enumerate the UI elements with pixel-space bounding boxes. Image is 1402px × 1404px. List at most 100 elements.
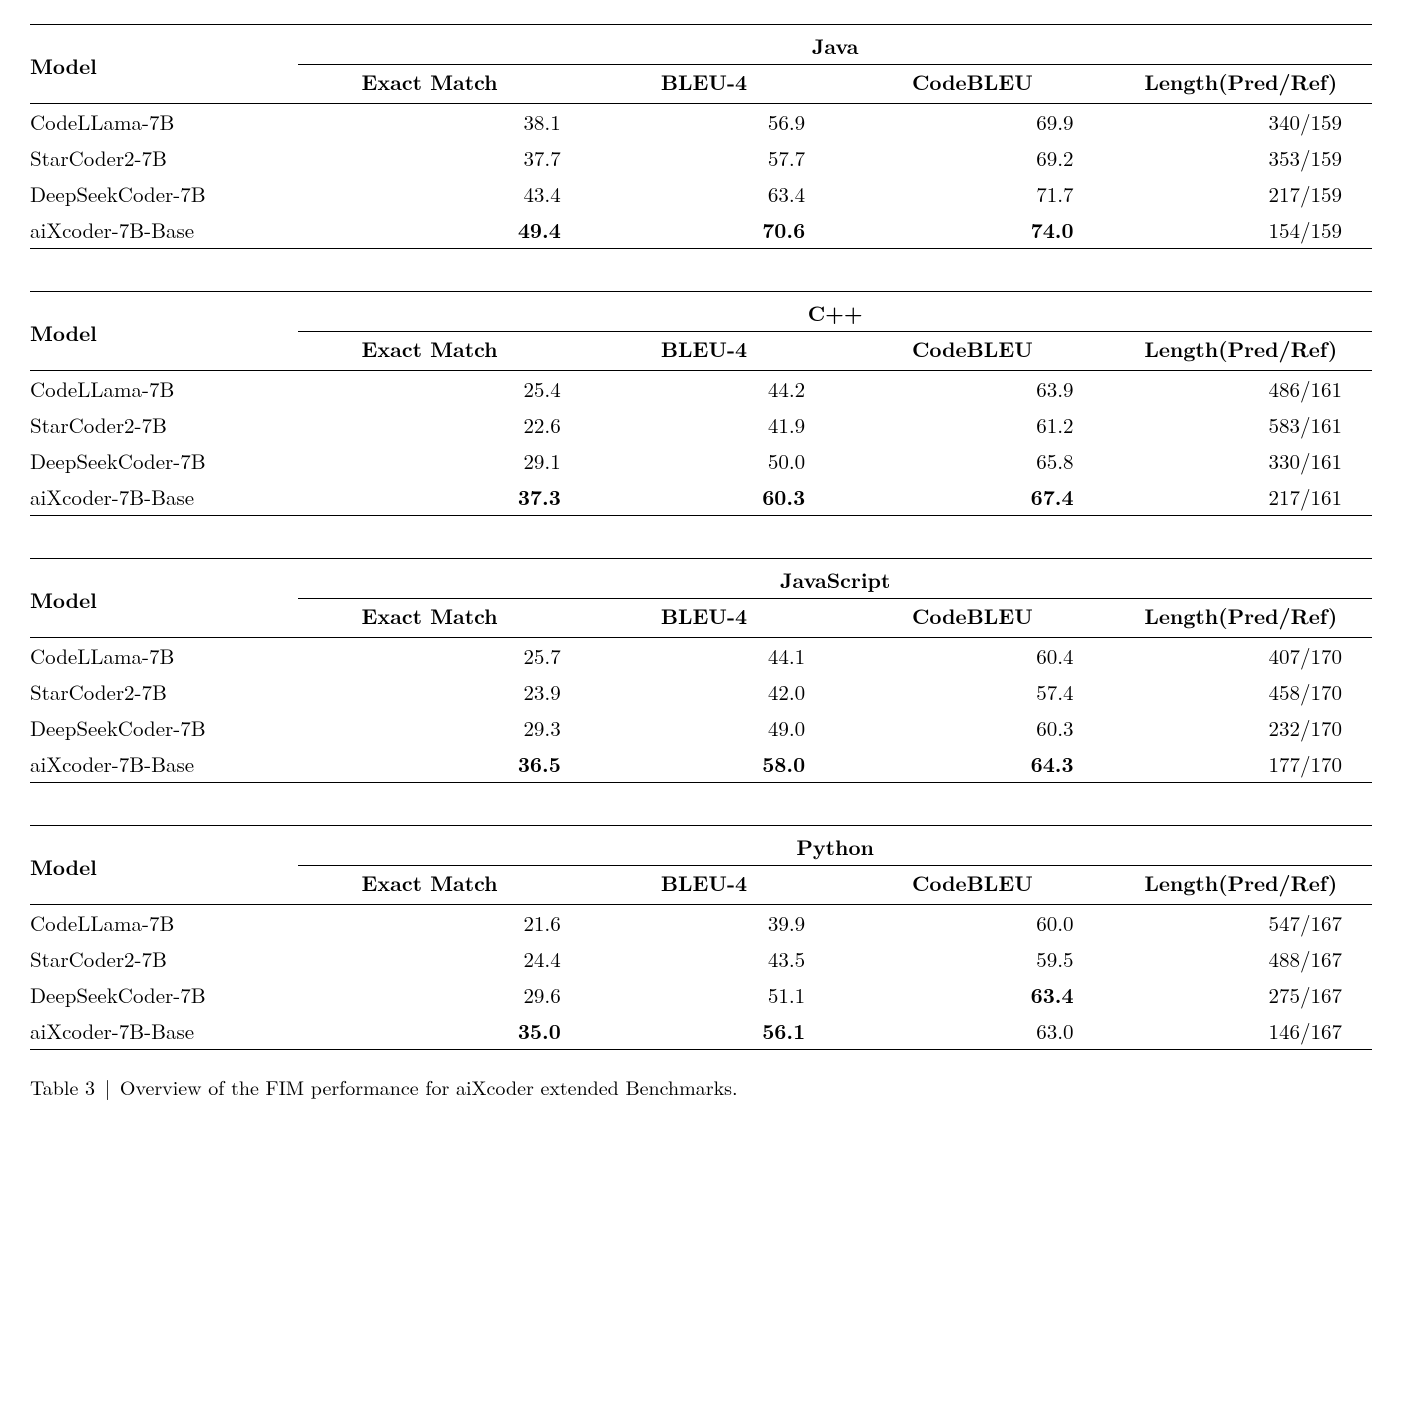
codebleu-value: 60.4 bbox=[835, 638, 1103, 674]
exact-match-value: 21.6 bbox=[298, 905, 566, 941]
length-value: 154/159 bbox=[1104, 212, 1372, 249]
col-header-length: Length(Pred/Ref) bbox=[1104, 599, 1372, 638]
table-row: CodeLLama-7B25.444.263.9486/161 bbox=[30, 371, 1372, 407]
length-value: 353/159 bbox=[1104, 140, 1372, 176]
table-row: CodeLLama-7B38.156.969.9340/159 bbox=[30, 104, 1372, 140]
bleu4-value: 43.5 bbox=[567, 941, 835, 977]
results-table: ModelJavaScriptExact MatchBLEU-4CodeBLEU… bbox=[30, 558, 1372, 783]
codebleu-value: 74.0 bbox=[835, 212, 1103, 249]
codebleu-value: 59.5 bbox=[835, 941, 1103, 977]
codebleu-value: 67.4 bbox=[835, 479, 1103, 516]
exact-match-value: 25.7 bbox=[298, 638, 566, 674]
bleu4-value: 57.7 bbox=[567, 140, 835, 176]
table-row: DeepSeekCoder-7B29.651.163.4275/167 bbox=[30, 977, 1372, 1013]
bleu4-value: 63.4 bbox=[567, 176, 835, 212]
table-row: StarCoder2-7B24.443.559.5488/167 bbox=[30, 941, 1372, 977]
length-value: 340/159 bbox=[1104, 104, 1372, 140]
model-name: CodeLLama-7B bbox=[30, 638, 298, 674]
exact-match-value: 25.4 bbox=[298, 371, 566, 407]
col-header-codebleu: CodeBLEU bbox=[835, 866, 1103, 905]
exact-match-value: 37.3 bbox=[298, 479, 566, 516]
caption-separator: | bbox=[102, 1072, 114, 1101]
bleu4-value: 49.0 bbox=[567, 710, 835, 746]
length-value: 146/167 bbox=[1104, 1013, 1372, 1050]
bleu4-value: 60.3 bbox=[567, 479, 835, 516]
bleu4-value: 41.9 bbox=[567, 407, 835, 443]
exact-match-value: 24.4 bbox=[298, 941, 566, 977]
col-header-length: Length(Pred/Ref) bbox=[1104, 332, 1372, 371]
col-header-codebleu: CodeBLEU bbox=[835, 332, 1103, 371]
caption-text: Overview of the FIM performance for aiXc… bbox=[120, 1072, 738, 1101]
exact-match-value: 36.5 bbox=[298, 746, 566, 783]
codebleu-value: 63.0 bbox=[835, 1013, 1103, 1050]
codebleu-value: 65.8 bbox=[835, 443, 1103, 479]
model-name: aiXcoder-7B-Base bbox=[30, 212, 298, 249]
bleu4-value: 39.9 bbox=[567, 905, 835, 941]
results-table: ModelJavaExact MatchBLEU-4CodeBLEULength… bbox=[30, 24, 1372, 249]
language-header: JavaScript bbox=[298, 559, 1372, 599]
col-header-codebleu: CodeBLEU bbox=[835, 65, 1103, 104]
length-value: 177/170 bbox=[1104, 746, 1372, 783]
col-header-model: Model bbox=[30, 292, 298, 371]
codebleu-value: 71.7 bbox=[835, 176, 1103, 212]
col-header-bleu4: BLEU-4 bbox=[567, 65, 835, 104]
table-row: aiXcoder-7B-Base35.056.163.0146/167 bbox=[30, 1013, 1372, 1050]
table-row: StarCoder2-7B23.942.057.4458/170 bbox=[30, 674, 1372, 710]
table-row: DeepSeekCoder-7B29.349.060.3232/170 bbox=[30, 710, 1372, 746]
table-caption: Table 3 | Overview of the FIM performanc… bbox=[30, 1072, 1372, 1101]
codebleu-value: 69.9 bbox=[835, 104, 1103, 140]
length-value: 488/167 bbox=[1104, 941, 1372, 977]
data-table: ModelJavaScriptExact MatchBLEU-4CodeBLEU… bbox=[30, 558, 1372, 783]
col-header-exact-match: Exact Match bbox=[298, 65, 566, 104]
model-name: StarCoder2-7B bbox=[30, 941, 298, 977]
table-row: CodeLLama-7B21.639.960.0547/167 bbox=[30, 905, 1372, 941]
codebleu-value: 64.3 bbox=[835, 746, 1103, 783]
length-value: 547/167 bbox=[1104, 905, 1372, 941]
length-value: 330/161 bbox=[1104, 443, 1372, 479]
col-header-codebleu: CodeBLEU bbox=[835, 599, 1103, 638]
exact-match-value: 29.3 bbox=[298, 710, 566, 746]
table-row: CodeLLama-7B25.744.160.4407/170 bbox=[30, 638, 1372, 674]
model-name: CodeLLama-7B bbox=[30, 104, 298, 140]
bleu4-value: 44.2 bbox=[567, 371, 835, 407]
model-name: CodeLLama-7B bbox=[30, 905, 298, 941]
data-table: ModelC++Exact MatchBLEU-4CodeBLEULength(… bbox=[30, 291, 1372, 516]
length-value: 583/161 bbox=[1104, 407, 1372, 443]
bleu4-value: 51.1 bbox=[567, 977, 835, 1013]
caption-label: Table 3 bbox=[30, 1072, 95, 1101]
length-value: 217/159 bbox=[1104, 176, 1372, 212]
model-name: DeepSeekCoder-7B bbox=[30, 977, 298, 1013]
col-header-bleu4: BLEU-4 bbox=[567, 866, 835, 905]
exact-match-value: 35.0 bbox=[298, 1013, 566, 1050]
exact-match-value: 38.1 bbox=[298, 104, 566, 140]
length-value: 275/167 bbox=[1104, 977, 1372, 1013]
col-header-bleu4: BLEU-4 bbox=[567, 332, 835, 371]
table-row: StarCoder2-7B22.641.961.2583/161 bbox=[30, 407, 1372, 443]
length-value: 407/170 bbox=[1104, 638, 1372, 674]
table-row: aiXcoder-7B-Base37.360.367.4217/161 bbox=[30, 479, 1372, 516]
language-header: Python bbox=[298, 826, 1372, 866]
codebleu-value: 63.9 bbox=[835, 371, 1103, 407]
col-header-exact-match: Exact Match bbox=[298, 332, 566, 371]
codebleu-value: 57.4 bbox=[835, 674, 1103, 710]
bleu4-value: 42.0 bbox=[567, 674, 835, 710]
col-header-bleu4: BLEU-4 bbox=[567, 599, 835, 638]
language-header: C++ bbox=[298, 292, 1372, 332]
bleu4-value: 44.1 bbox=[567, 638, 835, 674]
codebleu-value: 60.0 bbox=[835, 905, 1103, 941]
exact-match-value: 29.6 bbox=[298, 977, 566, 1013]
model-name: DeepSeekCoder-7B bbox=[30, 710, 298, 746]
model-name: StarCoder2-7B bbox=[30, 407, 298, 443]
model-name: DeepSeekCoder-7B bbox=[30, 443, 298, 479]
table-row: aiXcoder-7B-Base36.558.064.3177/170 bbox=[30, 746, 1372, 783]
length-value: 232/170 bbox=[1104, 710, 1372, 746]
col-header-length: Length(Pred/Ref) bbox=[1104, 65, 1372, 104]
codebleu-value: 61.2 bbox=[835, 407, 1103, 443]
model-name: StarCoder2-7B bbox=[30, 674, 298, 710]
model-name: StarCoder2-7B bbox=[30, 140, 298, 176]
length-value: 486/161 bbox=[1104, 371, 1372, 407]
table-row: aiXcoder-7B-Base49.470.674.0154/159 bbox=[30, 212, 1372, 249]
bleu4-value: 70.6 bbox=[567, 212, 835, 249]
exact-match-value: 43.4 bbox=[298, 176, 566, 212]
data-table: ModelJavaExact MatchBLEU-4CodeBLEULength… bbox=[30, 24, 1372, 249]
